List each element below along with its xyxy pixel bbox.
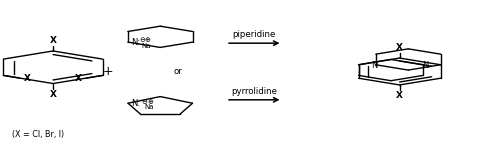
Text: X: X [396,43,403,52]
Text: (X = Cl, Br, I): (X = Cl, Br, I) [12,130,64,139]
Text: N: N [371,61,378,70]
Text: N:: N: [132,99,140,108]
Text: X: X [76,74,82,83]
Text: ⊖: ⊖ [141,99,147,105]
Text: +: + [102,65,113,78]
Text: ⊖: ⊖ [139,37,145,43]
Text: Na: Na [142,43,152,49]
Text: X: X [50,90,56,99]
Text: or: or [174,67,182,76]
Text: ⊕: ⊕ [147,99,153,105]
Text: X: X [50,36,56,45]
Text: X: X [396,91,403,100]
Text: X: X [24,74,31,83]
Text: Na: Na [144,104,154,110]
Text: N:: N: [131,38,140,47]
Text: pyrrolidine: pyrrolidine [231,87,277,96]
Text: N: N [422,61,428,70]
Text: ⊕: ⊕ [145,37,150,43]
Text: piperidine: piperidine [232,30,276,39]
